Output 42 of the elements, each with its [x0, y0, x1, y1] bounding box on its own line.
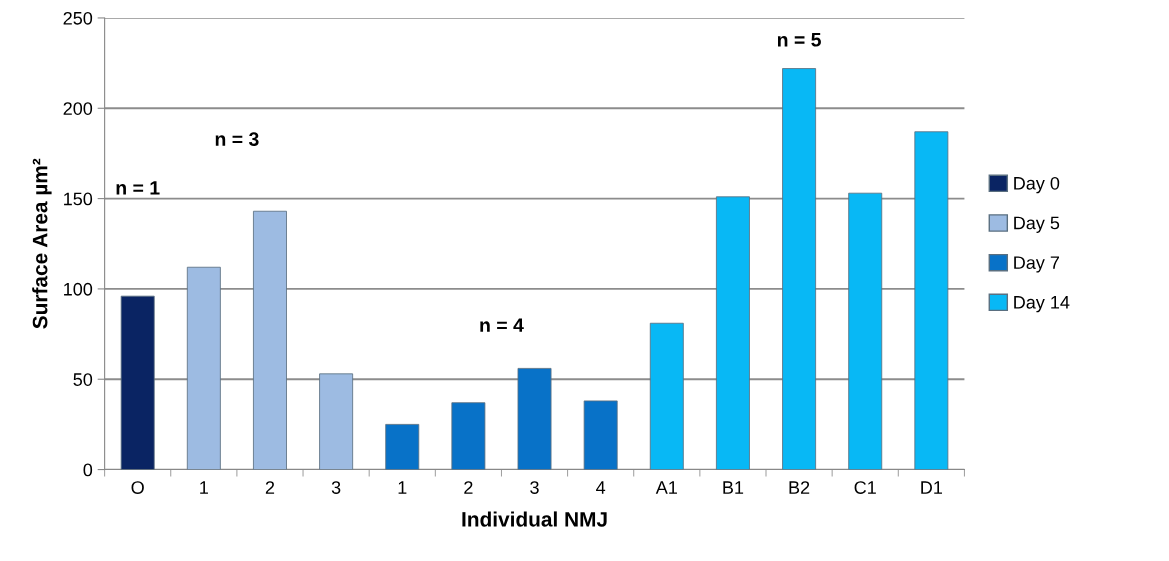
bar: [848, 192, 883, 470]
x-axis-title: Individual NMJ: [462, 511, 607, 527]
x-tick-label: 3: [331, 481, 341, 494]
bar: [319, 373, 354, 470]
y-tick-label: 50: [73, 373, 93, 386]
annotation: n = 5: [777, 33, 821, 47]
x-tick-label: D1: [921, 481, 943, 494]
bar: [715, 196, 750, 470]
bar: [782, 68, 817, 470]
x-tick-label: C1: [854, 481, 876, 494]
y-tick-label: 0: [83, 463, 93, 477]
legend-label: Day 7: [1014, 256, 1060, 273]
x-tick-label: 1: [398, 481, 407, 494]
x-tick-label: B2: [789, 481, 810, 494]
bar: [186, 266, 221, 470]
y-tick-label: 200: [63, 102, 93, 115]
x-tick-label: 4: [596, 481, 606, 494]
bar: [649, 322, 684, 470]
bar: [120, 295, 155, 470]
annotation: n = 3: [215, 132, 259, 146]
legend-label: Day 0: [1014, 176, 1060, 194]
x-tick-label: 3: [530, 481, 539, 494]
y-tick-label: 100: [64, 282, 93, 296]
x-tick-label: 2: [265, 481, 275, 494]
x-tick-label: O: [131, 481, 144, 494]
x-tick-label: A1: [655, 481, 677, 494]
x-tick-label: 2: [464, 481, 473, 494]
annotation: n = 4: [480, 318, 524, 332]
bar: [914, 131, 949, 470]
legend-label: Day 14: [1014, 296, 1070, 313]
bar: [517, 367, 552, 470]
bar: [385, 423, 420, 470]
y-tick-label: 150: [64, 192, 93, 206]
y-axis-title: Surface Area µm²: [32, 158, 52, 329]
x-tick-label: 1: [200, 481, 208, 494]
annotation: n = 1: [116, 181, 160, 195]
x-tick-label: B1: [723, 481, 744, 494]
bar: [451, 402, 486, 470]
bar: [253, 210, 287, 470]
y-tick-label: 250: [63, 11, 93, 25]
legend-label: Day 5: [1014, 216, 1060, 233]
bar: [583, 400, 618, 470]
